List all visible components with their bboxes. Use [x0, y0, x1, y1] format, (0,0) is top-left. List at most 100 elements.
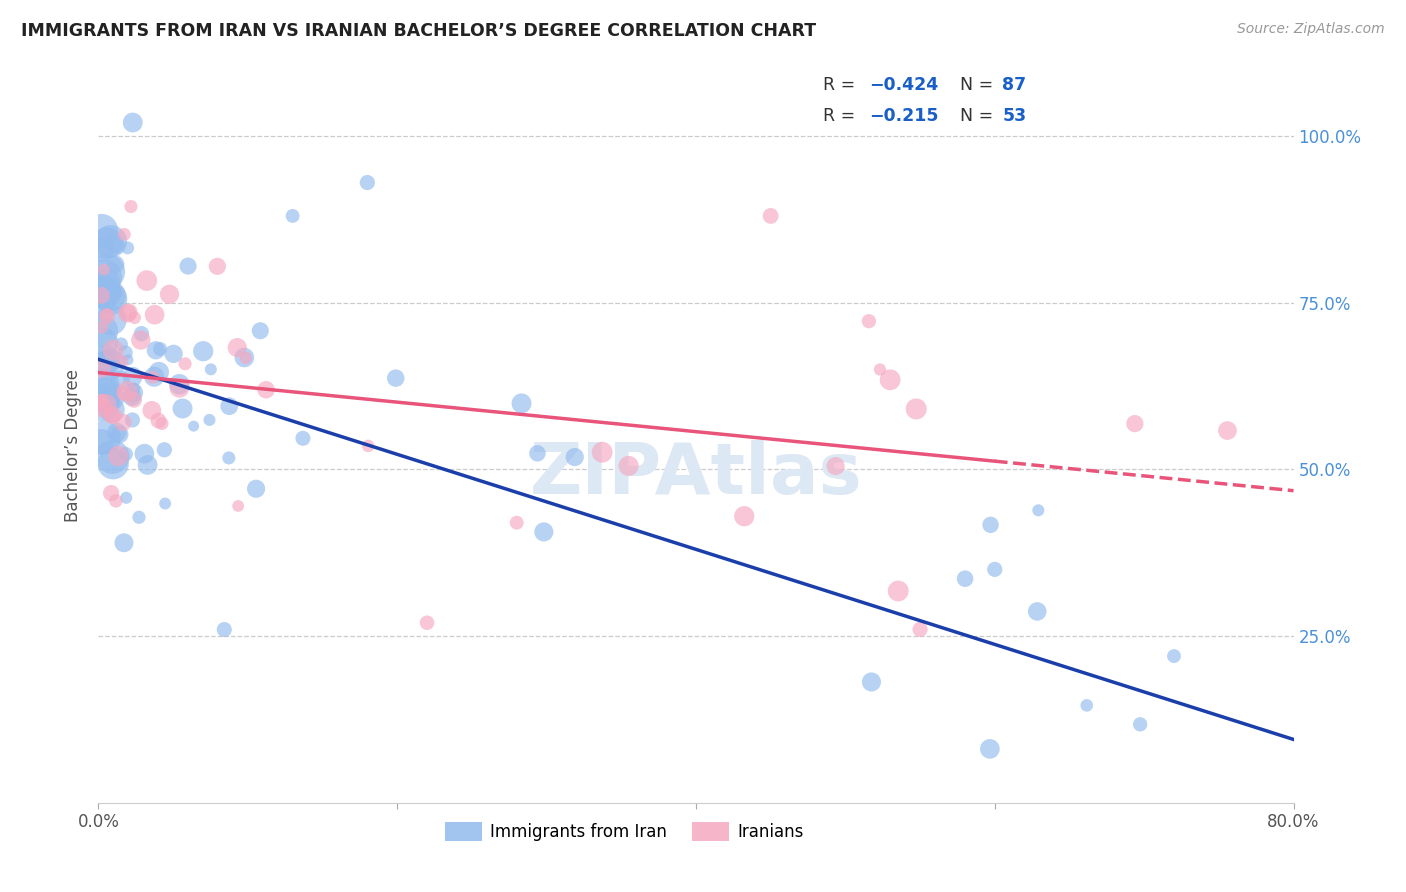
Point — [90, 393, 112, 408]
Point — [245, 482, 267, 496]
Point — [122, 385, 145, 400]
Point — [384, 371, 406, 385]
Point — [149, 342, 172, 356]
Point — [1123, 417, 1146, 431]
Point — [143, 308, 166, 322]
Point — [111, 354, 134, 368]
Point — [136, 458, 159, 472]
Point — [153, 496, 176, 510]
Point — [148, 365, 170, 379]
Point — [145, 343, 167, 358]
Point — [174, 357, 197, 371]
Point — [90, 435, 112, 450]
Point — [117, 241, 139, 255]
Point — [90, 395, 112, 409]
Point — [980, 517, 1002, 532]
Point — [860, 675, 883, 690]
Point — [114, 345, 136, 359]
Point — [226, 499, 249, 513]
Point — [218, 450, 240, 465]
Point — [94, 269, 117, 284]
Point — [101, 457, 124, 471]
Point — [122, 382, 145, 396]
Point — [104, 237, 127, 252]
Point — [235, 351, 257, 365]
Point — [115, 384, 138, 399]
Point — [1216, 424, 1239, 438]
Point — [129, 333, 152, 347]
Point — [122, 392, 145, 407]
Point — [121, 115, 143, 129]
Point — [108, 427, 131, 442]
Point — [107, 449, 129, 463]
Point — [96, 235, 118, 250]
Point — [91, 335, 114, 350]
Point — [90, 388, 112, 402]
Point — [281, 209, 304, 223]
Point — [979, 742, 1001, 756]
Point — [506, 516, 529, 530]
Point — [90, 396, 112, 410]
Point — [91, 378, 114, 392]
Point — [94, 397, 117, 411]
Point — [218, 399, 240, 413]
Point — [91, 320, 114, 334]
Point — [105, 425, 128, 440]
Point — [153, 442, 176, 457]
Point — [100, 409, 122, 423]
Point — [128, 510, 150, 524]
Point — [733, 509, 755, 524]
Point — [1026, 604, 1049, 618]
Text: N =: N = — [949, 76, 998, 94]
Point — [104, 285, 127, 300]
Point — [93, 262, 115, 277]
Point — [96, 308, 118, 322]
Point — [1076, 698, 1098, 713]
Text: N =: N = — [949, 107, 998, 125]
Point — [114, 447, 136, 461]
Point — [254, 383, 277, 397]
Point — [96, 265, 118, 279]
Y-axis label: Bachelor’s Degree: Bachelor’s Degree — [65, 369, 83, 523]
Point — [101, 403, 124, 417]
Point — [357, 439, 380, 453]
Point — [510, 396, 533, 410]
Point — [115, 491, 138, 505]
Point — [121, 390, 143, 404]
Point — [159, 287, 181, 301]
Point — [121, 369, 143, 384]
Point — [121, 413, 143, 427]
Point — [98, 289, 121, 303]
Point — [100, 235, 122, 249]
Point — [564, 450, 586, 464]
Point — [1028, 503, 1050, 517]
Point — [104, 257, 127, 271]
Point — [94, 392, 117, 407]
Point — [141, 403, 163, 417]
Point — [249, 324, 271, 338]
Point — [150, 417, 173, 431]
Point — [96, 310, 118, 324]
Point — [124, 310, 146, 325]
Point — [143, 369, 166, 384]
Point — [183, 419, 205, 434]
Point — [759, 209, 782, 223]
Point — [169, 381, 191, 395]
Point — [101, 408, 124, 422]
Point — [233, 351, 256, 365]
Point — [984, 562, 1007, 576]
Text: 87: 87 — [1002, 76, 1026, 94]
Point — [104, 494, 127, 508]
Point — [526, 446, 548, 460]
Point — [193, 344, 215, 359]
Point — [90, 286, 112, 301]
Point — [120, 200, 142, 214]
Point — [90, 288, 112, 302]
Point — [100, 486, 122, 500]
Point — [90, 224, 112, 238]
Point — [117, 352, 139, 367]
Point — [207, 260, 229, 274]
Point — [101, 450, 124, 464]
Text: IMMIGRANTS FROM IRAN VS IRANIAN BACHELOR’S DEGREE CORRELATION CHART: IMMIGRANTS FROM IRAN VS IRANIAN BACHELOR… — [21, 22, 817, 40]
Point — [118, 305, 141, 319]
